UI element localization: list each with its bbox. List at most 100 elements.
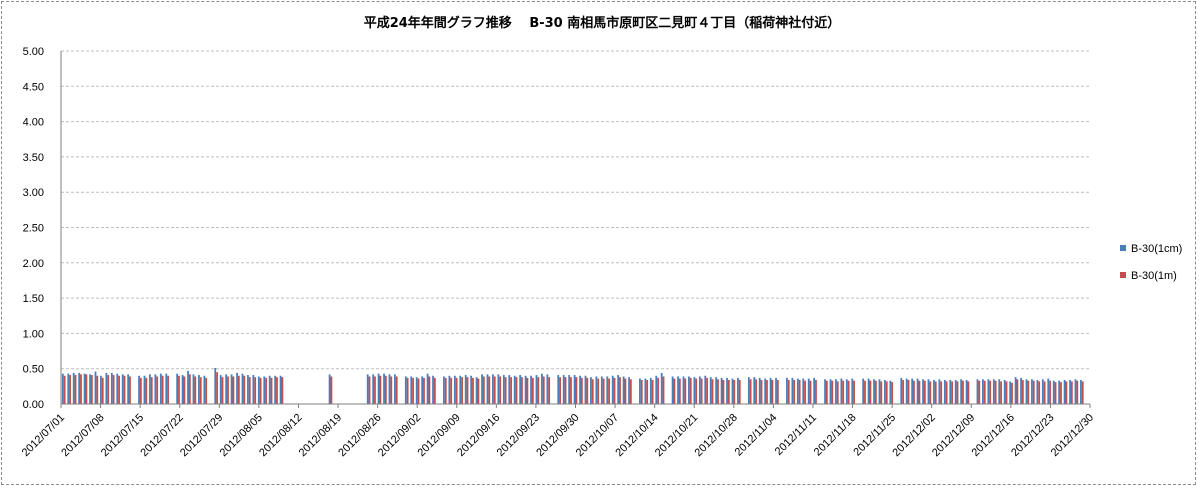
bar-1cm <box>404 376 407 404</box>
bar-1cm <box>764 378 767 404</box>
bar-1m <box>918 380 921 404</box>
bar-1m <box>537 377 540 404</box>
bar-1cm <box>677 376 679 404</box>
bar-1m <box>74 375 77 404</box>
bar-1cm <box>557 375 560 404</box>
bar-1m <box>428 376 431 404</box>
bar-1m <box>934 381 937 404</box>
bar-1cm <box>1025 379 1028 404</box>
bar-1cm <box>960 379 963 404</box>
bar-1cm <box>649 377 652 404</box>
bar-1cm <box>481 374 483 404</box>
bar-1cm <box>159 373 162 404</box>
bar-1cm <box>143 375 146 404</box>
bar-1cm <box>535 375 538 404</box>
bar-1m <box>787 380 790 404</box>
bar-1m <box>586 377 589 404</box>
bar-1m <box>684 378 687 404</box>
bar-1cm <box>965 380 968 404</box>
bar-1m <box>907 380 910 404</box>
bar-1cm <box>257 376 260 404</box>
bar-1cm <box>938 379 941 404</box>
bar-1cm <box>78 372 81 404</box>
bar-1m <box>379 375 382 404</box>
bar-1cm <box>617 375 620 404</box>
bar-1cm <box>720 377 723 404</box>
bar-1cm <box>595 376 598 404</box>
bar-1cm <box>737 377 739 404</box>
bar-1cm <box>867 378 870 404</box>
bar-1cm <box>524 375 527 404</box>
bar-1cm <box>628 377 630 404</box>
bar-1m <box>499 376 502 404</box>
bar-1cm <box>94 371 97 404</box>
bar-1cm <box>1063 380 1066 404</box>
bar-1m <box>891 382 894 404</box>
bar-1cm <box>1003 380 1006 404</box>
bar-1cm <box>377 373 380 404</box>
bar-1m <box>1054 382 1057 404</box>
bar-1cm <box>726 377 728 404</box>
bar-1cm <box>247 375 249 404</box>
bar-1cm <box>715 377 718 404</box>
bar-1cm <box>475 377 478 404</box>
bar-1cm <box>530 375 532 404</box>
bar-1cm <box>698 376 701 404</box>
legend-item-1cm: B-30(1cm) <box>1120 243 1182 255</box>
bar-1m <box>472 377 474 404</box>
chart-title: 平成24年年間グラフ推移 B-30 南相馬市原町区二見町４丁目（稲荷神社付近） <box>364 15 841 31</box>
bar-1m <box>183 376 186 404</box>
bar-1m <box>624 378 627 404</box>
bar-1m <box>330 376 333 404</box>
bar-1m <box>1027 380 1030 404</box>
bar-1cm <box>366 374 369 404</box>
bar-1m <box>417 378 420 404</box>
bar-1cm <box>383 373 385 404</box>
bar-1cm <box>933 380 935 404</box>
bar-1cm <box>459 375 462 404</box>
bar-1m <box>815 380 817 404</box>
bar-1m <box>678 378 681 404</box>
bar-1cm <box>573 375 576 404</box>
bar-1cm <box>851 378 854 404</box>
bar-1cm <box>873 379 875 404</box>
bar-1m <box>738 380 741 404</box>
bar-1cm <box>1014 377 1017 404</box>
bar-1cm <box>154 374 157 404</box>
bar-1cm <box>225 374 228 404</box>
bar-1m <box>640 380 643 404</box>
bar-1m <box>90 375 93 404</box>
bar-1cm <box>709 377 712 404</box>
bar-1m <box>510 377 512 404</box>
bar-1cm <box>453 375 456 404</box>
bar-1m <box>951 381 953 404</box>
y-tick-label: 4.00 <box>23 117 44 129</box>
bar-1cm <box>165 373 168 404</box>
bar-1m <box>259 377 262 404</box>
bar-1cm <box>464 375 467 404</box>
bar-1m <box>983 380 986 404</box>
bar-1cm <box>829 379 832 404</box>
bar-1m <box>466 377 469 404</box>
bar-1m <box>613 377 616 404</box>
bar-1m <box>575 377 578 404</box>
bar-1cm <box>105 372 108 404</box>
bar-1cm <box>426 373 429 404</box>
bar-1m <box>1021 380 1024 404</box>
bar-1cm <box>443 376 445 404</box>
bar-1cm <box>116 373 119 404</box>
bar-1m <box>913 380 915 404</box>
bar-1cm <box>606 376 609 404</box>
bar-1m <box>629 379 632 404</box>
bar-1cm <box>252 375 255 404</box>
bar-1cm <box>1009 381 1012 404</box>
bar-1m <box>597 378 600 404</box>
bar-1m <box>825 380 828 404</box>
bar-1cm <box>1047 378 1050 404</box>
bar-1m <box>804 380 806 404</box>
bar-1m <box>809 380 812 404</box>
bar-1cm <box>502 375 505 404</box>
bar-1cm <box>219 375 222 404</box>
bar-1cm <box>1052 380 1055 404</box>
bar-1cm <box>584 375 587 404</box>
